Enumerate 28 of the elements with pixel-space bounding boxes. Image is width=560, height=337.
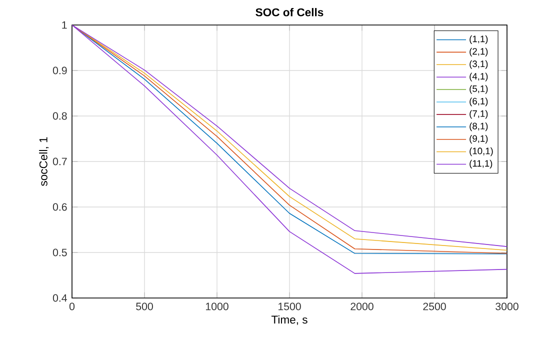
x-tick-label: 2000 [350, 302, 374, 310]
legend-label: (10,1) [470, 147, 493, 156]
x-tick-label: 3000 [496, 302, 518, 310]
legend-label: (11,1) [470, 160, 492, 169]
y-tick-label: 1 [62, 21, 67, 29]
legend-label: (9,1) [470, 134, 488, 144]
x-axis-title: Time, s [271, 315, 308, 325]
y-tick-label: 0.8 [52, 112, 67, 120]
y-tick-label: 0.5 [52, 248, 67, 256]
x-tick-label: 2500 [423, 302, 446, 310]
legend-label: (3,1) [470, 60, 488, 69]
x-tick-label: 0 [69, 302, 75, 310]
y-axis-title: socCell, 1 [39, 137, 49, 186]
x-tick-label: 1000 [206, 302, 228, 310]
legend-label: (5,1) [470, 85, 488, 94]
y-tick-label: 0.9 [52, 66, 67, 74]
y-tick-label: 0.4 [52, 294, 67, 302]
x-tick-label: 500 [136, 302, 153, 310]
legend-label: (4,1) [470, 72, 488, 82]
chart-title: SOC of Cells [256, 8, 324, 16]
legend-label: (8,1) [470, 122, 488, 132]
legend-label: (1,1) [470, 35, 488, 44]
y-tick-label: 0.7 [52, 158, 67, 166]
legend-label: (2,1) [470, 48, 488, 56]
y-tick-label: 0.6 [52, 203, 67, 211]
x-tick-label: 1500 [278, 302, 301, 310]
legend-label: (7,1) [470, 110, 488, 119]
legend-label: (6,1) [470, 98, 488, 106]
